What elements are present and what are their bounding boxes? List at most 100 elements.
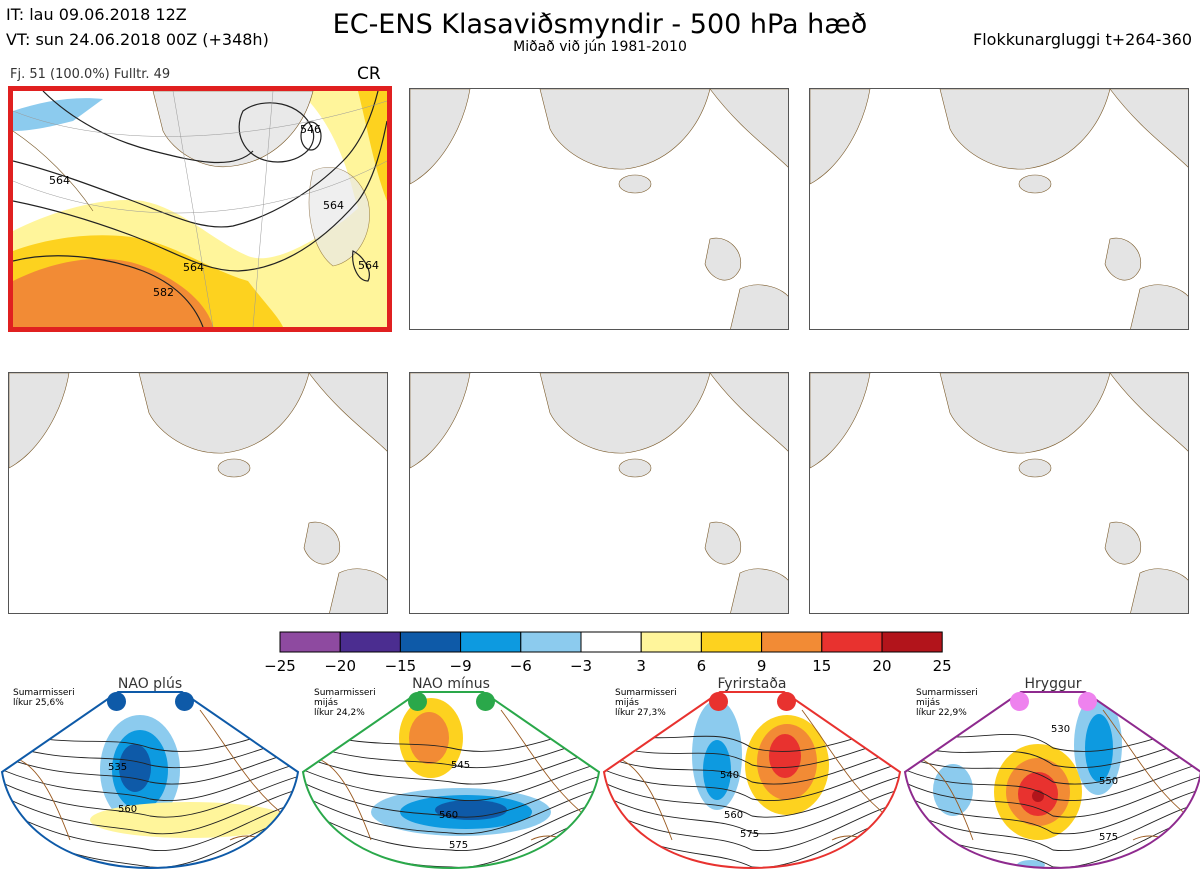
contour-label: 564: [358, 259, 379, 272]
regime-map: 535 560: [0, 691, 300, 870]
height-contour: [604, 762, 900, 801]
colorbar-tick-label: −20: [324, 657, 357, 675]
height-contour: [905, 801, 1200, 852]
colorbar-swatch: [821, 631, 883, 653]
cluster-map-panel-1[interactable]: 546 564 564 564 564 582: [8, 86, 392, 332]
colorbar-tick-label: −25: [264, 657, 296, 675]
height-contour: [905, 749, 1200, 785]
regime-marker-dot: [1010, 692, 1029, 711]
cluster-regime-label: CR: [357, 64, 381, 84]
colorbar-swatch: [700, 631, 763, 653]
regime-marker-dot: [175, 692, 194, 711]
contour-label: 545: [451, 760, 470, 771]
colorbar-tick-label: −9: [449, 657, 472, 675]
colorbar-swatch: [339, 631, 401, 653]
height-contour: [2, 762, 298, 801]
height-contour: [303, 736, 599, 769]
contour-label: 530: [1051, 724, 1070, 735]
contour-label: 564: [323, 199, 344, 212]
colorbar-tick-label: 20: [872, 657, 892, 675]
regime-name: Hryggur: [1024, 676, 1082, 692]
height-contour: [604, 788, 900, 835]
contour-label: 546: [300, 123, 321, 136]
regime-description: Sumarmisseri mijás líkur 27,3%: [615, 688, 677, 718]
colorbar-swatch: [279, 631, 341, 653]
regime-map: 545 560 575: [301, 691, 601, 870]
regime-map: 530 550 575: [903, 691, 1200, 870]
cluster-map-panel-5[interactable]: [409, 372, 789, 614]
colorbar-swatch: [881, 631, 943, 653]
regime-frame: [301, 691, 601, 870]
regime-description: Sumarmisseri mijás líkur 24,2%: [314, 688, 376, 718]
contour-label: 550: [1099, 776, 1118, 787]
anomaly-shading: [1085, 714, 1113, 782]
regime-description-line: Sumarmisseri: [615, 688, 677, 698]
contour-label: 575: [740, 829, 759, 840]
height-contour: [303, 762, 599, 801]
regime-frame: [0, 691, 300, 870]
height-contour: [2, 749, 298, 785]
cluster-map-panel-2[interactable]: [409, 88, 789, 330]
height-contour: [2, 736, 298, 769]
height-contour: [905, 788, 1200, 835]
contour-label: 560: [439, 810, 458, 821]
colorbar-swatch: [640, 631, 702, 653]
height-contour: [604, 814, 900, 868]
regime-description-line: mijás: [314, 698, 338, 708]
contour-label: 575: [449, 840, 468, 851]
height-contour: [303, 801, 599, 852]
regime-description-line: Sumarmisseri: [314, 688, 376, 698]
regime-description-line: mijás: [916, 698, 940, 708]
valid-time-label: VT: sun 24.06.2018 00Z (+348h): [6, 30, 269, 49]
contour-label: 560: [724, 810, 743, 821]
regime-description-line: Sumarmisseri: [13, 688, 75, 698]
height-contour: [604, 801, 900, 852]
anomaly-shading: [409, 712, 449, 764]
regime-map: 540 560 575: [602, 691, 902, 870]
height-contour: [905, 775, 1200, 818]
regime-marker-dot: [408, 692, 427, 711]
cluster-member-count: Fj. 51 (100.0%) Fulltr. 49: [10, 67, 171, 82]
regime-marker-dot: [777, 692, 796, 711]
regime-marker-dot: [107, 692, 126, 711]
regime-description-line: mijás: [615, 698, 639, 708]
panel-3-map: [810, 89, 1188, 329]
colorbar-swatch: [520, 631, 582, 653]
height-contour: [2, 801, 298, 852]
regime-frame: [903, 691, 1200, 870]
page-subtitle: Miðað við jún 1981-2010: [513, 39, 687, 55]
height-contour: [905, 762, 1200, 801]
height-contour: [2, 775, 298, 818]
cluster-map-panel-3[interactable]: [809, 88, 1189, 330]
contour-label: 575: [1099, 832, 1118, 843]
panel-2-map: [410, 89, 788, 329]
cluster-map-panel-4[interactable]: [8, 372, 388, 614]
contour-label: 540: [720, 770, 739, 781]
anomaly-shading: [1032, 790, 1044, 802]
cluster-map-panel-6[interactable]: [809, 372, 1189, 614]
panel-4-map: [9, 373, 387, 613]
regime-description-line: Sumarmisseri: [916, 688, 978, 698]
panel-5-map: [410, 373, 788, 613]
regime-description-line: líkur 25,6%: [13, 698, 64, 708]
height-contour: [303, 775, 599, 818]
contour-label: 560: [118, 804, 137, 815]
colorbar-tick-label: 9: [756, 657, 767, 675]
height-contour: [905, 736, 1200, 769]
anomaly-shading: [90, 802, 290, 838]
height-contour: [604, 736, 900, 769]
regime-name: NAO mínus: [412, 676, 490, 692]
height-contour: [604, 749, 900, 785]
regime-name: NAO plús: [117, 676, 183, 692]
regime-description-line: líkur 24,2%: [314, 708, 365, 718]
colorbar-tick-label: 6: [696, 657, 707, 675]
height-contour: [303, 788, 599, 835]
contour-label: 564: [49, 174, 70, 187]
regime-description-line: líkur 22,9%: [916, 708, 967, 718]
regime-frame: [602, 691, 902, 870]
colorbar-swatch: [761, 631, 823, 653]
contour-label: 582: [153, 286, 174, 299]
regime-description: Sumarmisseri líkur 25,6%: [13, 688, 75, 708]
colorbar-tick-label: −6: [509, 657, 532, 675]
initial-time-label: IT: lau 09.06.2018 12Z: [6, 5, 187, 24]
